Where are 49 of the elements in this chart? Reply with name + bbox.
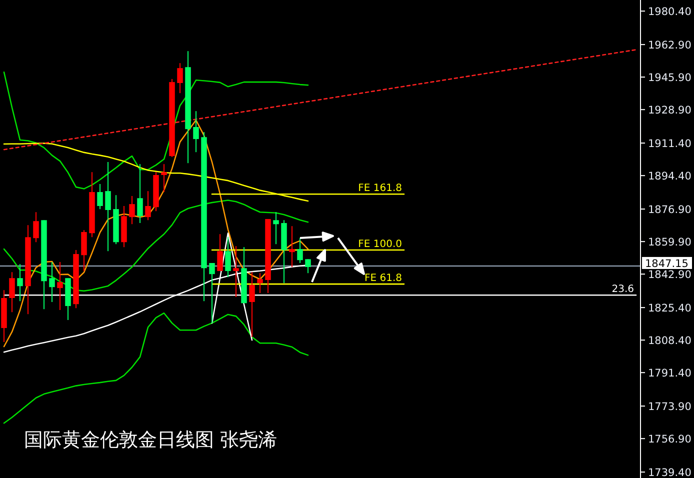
- candlestick: [9, 272, 15, 313]
- candlestick: [57, 262, 63, 311]
- ref-line-label: 1847.15: [645, 258, 688, 270]
- candlestick: [249, 272, 255, 338]
- candlestick: [209, 262, 215, 324]
- candlestick: [225, 236, 231, 278]
- candlestick: [233, 246, 239, 298]
- candlestick: [273, 212, 279, 245]
- candlestick: [305, 258, 311, 274]
- y-tick-label: 1808.40: [648, 335, 692, 348]
- series-label: FE 61.8: [364, 273, 402, 284]
- candlestick: [297, 238, 303, 264]
- candlestick: [161, 164, 167, 193]
- line-series: [3, 71, 309, 190]
- candlestick: [145, 190, 151, 221]
- y-tick-label: 1842.90: [648, 269, 692, 282]
- candlestick: [177, 62, 183, 94]
- candlestick: [257, 272, 263, 294]
- candlestick: [129, 196, 135, 225]
- candlestick: [33, 212, 39, 243]
- y-tick-label: 1962.90: [648, 40, 692, 52]
- y-tick-label: 1928.90: [648, 104, 692, 117]
- candlestick: [289, 226, 295, 268]
- candlestick: [81, 230, 87, 272]
- y-tick-label: 1773.90: [648, 401, 692, 414]
- line-series: [3, 312, 309, 424]
- series-label: FE 100.0: [358, 239, 402, 250]
- y-tick-label: 1876.90: [648, 204, 692, 216]
- line-series: [3, 200, 309, 292]
- legend-label: 23.6: [612, 284, 634, 296]
- y-tick-label: 1791.40: [648, 368, 692, 380]
- y-tick-label: 1980.40: [648, 6, 692, 18]
- candlestick: [217, 234, 223, 272]
- candlestick: [97, 184, 103, 210]
- text: 国际黄金伦敦金日线图 张尧浠: [24, 429, 278, 451]
- y-tick-label: 1825.40: [648, 302, 692, 315]
- line-series: [3, 119, 309, 348]
- y-tick-label: 1756.90: [648, 434, 692, 446]
- candlestick: [49, 262, 55, 303]
- series-label: FE 161.8: [358, 183, 402, 194]
- candlestick: [137, 164, 143, 224]
- candlestick: [17, 264, 23, 302]
- y-tick-label: 1911.40: [648, 138, 692, 150]
- candlestick: [105, 162, 111, 252]
- y-tick-label: 1859.90: [648, 236, 692, 249]
- y-tick-label: 1739.40: [648, 467, 692, 478]
- y-tick-label: 1945.90: [648, 72, 692, 84]
- candlestick: [193, 110, 199, 153]
- y-tick-label: 1894.40: [648, 170, 692, 183]
